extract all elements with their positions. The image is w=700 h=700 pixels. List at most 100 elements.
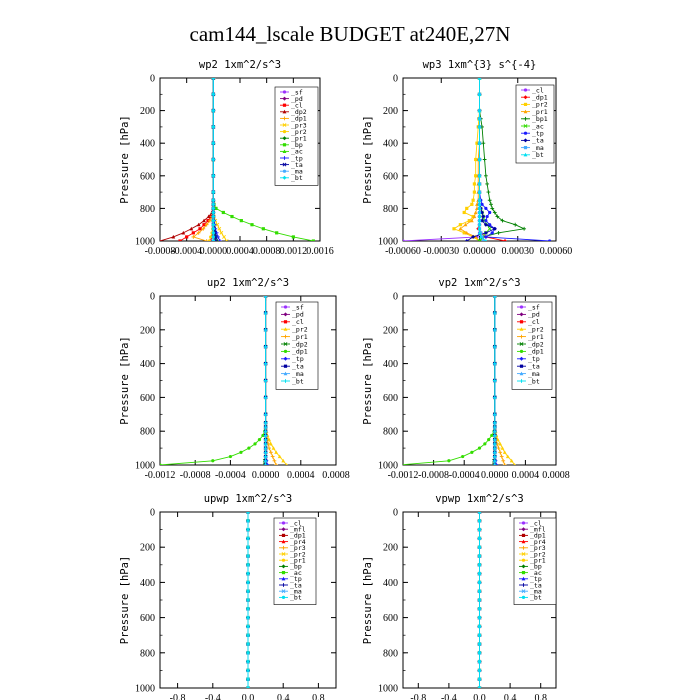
data-point_dp1 [196, 230, 201, 235]
data-point_bt [246, 607, 250, 611]
legend-label: _ac [291, 148, 303, 156]
data-point_bt [477, 78, 482, 80]
figure-title: cam144_lscale BUDGET at240E,27N [190, 22, 511, 46]
data-point_dp2 [196, 222, 201, 227]
data-point_pr2 [462, 210, 466, 215]
data-point_bt [477, 554, 482, 558]
data-point_bp1 [495, 214, 500, 219]
data-point_tp [485, 214, 489, 219]
data-point_ta [481, 214, 486, 219]
legend-label: _pr1 [530, 557, 546, 565]
data-point_bt [477, 198, 482, 202]
y-axis-label: Pressure [hPa] [362, 336, 374, 425]
data-point_pr1 [463, 222, 468, 227]
legend-marker [283, 305, 288, 309]
data-point_pr2 [277, 454, 282, 459]
legend-label: _ta [530, 581, 542, 589]
data-point_ta [492, 226, 497, 231]
y-tick-label: 600 [383, 393, 398, 404]
legend-marker [283, 349, 288, 353]
legend-label: _pr4 [290, 538, 306, 546]
legend-marker [281, 595, 286, 600]
data-point_bt [263, 425, 268, 429]
series-group [160, 296, 288, 465]
legend-label: _pr2 [532, 101, 548, 109]
legend-marker [519, 320, 524, 324]
legend-marker [281, 545, 286, 550]
panel-title: vpwp 1xm^2/s^3 [435, 493, 524, 505]
legend-marker [523, 116, 528, 121]
legend-marker [282, 90, 287, 94]
legend-box [511, 301, 553, 390]
data-point_bt [477, 572, 482, 576]
data-point_ma [479, 231, 483, 235]
data-point_bt [492, 433, 497, 438]
legend-label: _pr1 [290, 557, 306, 565]
data-point_pr1 [473, 210, 478, 215]
data-point_bt [477, 210, 482, 215]
data-point_bt [492, 361, 497, 366]
legend-label: _cl [528, 318, 540, 326]
data-point_pr2 [467, 219, 471, 223]
legend-label: _dp1 [291, 115, 307, 123]
data-point_dp1 [447, 459, 451, 463]
y-tick-label: 0 [393, 74, 398, 85]
data-point_pr1 [464, 230, 469, 235]
data-point_tp [488, 210, 492, 215]
legend-label: _dp1 [532, 94, 548, 102]
x-tick-label: 0.0000 [481, 470, 509, 481]
data-point_bt [477, 528, 482, 532]
legend-marker [282, 143, 287, 147]
panel-4: vp2 1xm^2/s^3 Pressure [hPa] 0 200 400 600 800… [362, 277, 570, 481]
data-point_cl [185, 235, 189, 239]
data-point_pr1 [267, 446, 272, 450]
legend-marker [521, 539, 526, 544]
data-point_pr2 [271, 446, 276, 450]
x-tick-label: 0.4 [504, 693, 517, 700]
data-point_tp [490, 231, 494, 235]
y-tick-label: 400 [383, 578, 398, 589]
data-point_bt [211, 222, 216, 227]
data-point_bp [214, 206, 218, 210]
y-tick-label: 1000 [135, 461, 155, 472]
series-group [160, 78, 315, 241]
legend-marker [519, 334, 524, 339]
y-tick-label: 200 [383, 543, 398, 554]
x-tick-label: -0.0008 [145, 246, 176, 257]
data-point_dp2 [189, 226, 194, 231]
data-point_pr2 [207, 239, 211, 241]
data-point_bp [239, 219, 243, 223]
data-point_tp [216, 235, 220, 239]
data-point_pr2 [475, 141, 479, 145]
data-point_dp2 [202, 218, 206, 223]
data-point_bt [477, 633, 482, 637]
data-point_bt [246, 580, 250, 585]
data-point_bt [246, 545, 250, 549]
legend-marker [521, 589, 526, 594]
legend-label: _bp [290, 563, 302, 571]
x-tick-label: 0.0008 [542, 470, 570, 481]
data-point_dp1 [461, 454, 465, 459]
legend-marker [519, 305, 524, 309]
data-point_bt [477, 190, 482, 194]
data-point_pr1 [472, 214, 477, 219]
legend-marker [521, 527, 526, 532]
data-point_bt [477, 519, 482, 523]
y-tick-label: 400 [140, 359, 155, 370]
x-tick-label: -0.4 [441, 693, 457, 700]
data-point_bt [477, 536, 482, 541]
data-point_bt [211, 214, 216, 219]
data-point_bt [246, 554, 250, 558]
data-point_bt [211, 202, 216, 207]
y-tick-label: 600 [140, 393, 155, 404]
data-point_bt [211, 198, 216, 203]
legend-marker [283, 371, 288, 376]
data-point_bt [477, 206, 482, 210]
data-point_bp1 [513, 222, 518, 227]
data-point_bp1 [496, 230, 501, 235]
data-point_ac [487, 226, 492, 231]
legend-marker [519, 327, 524, 331]
x-tick-label: 0.0 [473, 693, 486, 700]
x-tick-label: 0.00030 [502, 246, 535, 257]
data-point_bt [477, 580, 482, 585]
